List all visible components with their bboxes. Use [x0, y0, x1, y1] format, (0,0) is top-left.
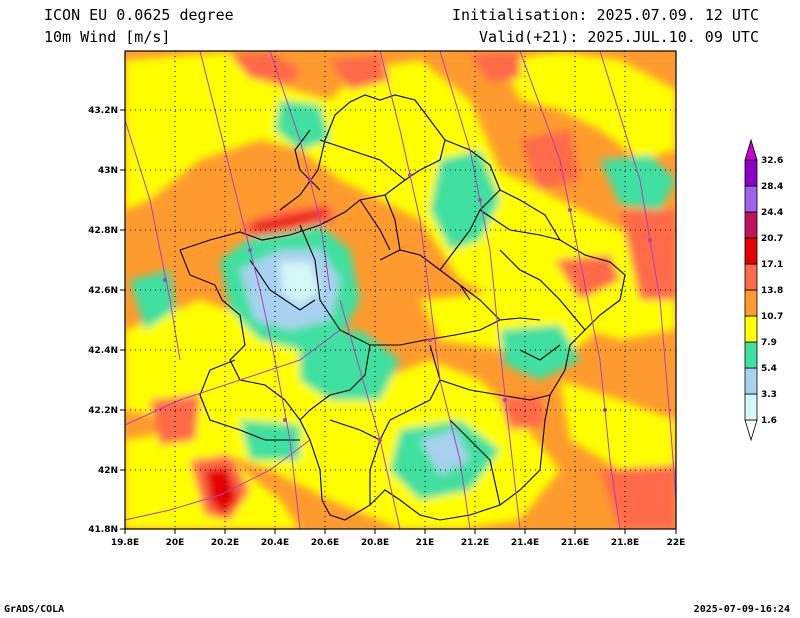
init-time: Initialisation: 2025.07.09. 12 UTC: [451, 6, 759, 24]
colorbar-bin: [744, 315, 758, 343]
lon-tick: 20E: [166, 538, 185, 548]
colorbar-labels: 1.6 3.3 5.4 7.9 10.7 13.8 17.1 20.7 24.4…: [761, 156, 783, 426]
streamline-arrows: [163, 173, 652, 442]
footer-timestamp: 2025-07-09-16:24: [693, 604, 790, 615]
colorbar-bin: [744, 237, 758, 265]
colorbar-bin: [744, 185, 758, 213]
lon-tick-labels: 19.8E 20E 20.2E 20.4E 20.6E 20.8E 21E 21…: [111, 538, 686, 548]
colorbar-bin: [744, 341, 758, 369]
lon-tick: 21E: [416, 538, 435, 548]
colorbar-label: 32.6: [761, 156, 783, 166]
colorbar-bin: [744, 367, 758, 395]
lat-tick: 42.2N: [88, 406, 118, 416]
colorbar-label: 20.7: [761, 234, 783, 244]
axis-ticks: [120, 109, 677, 534]
admin-borders: [179, 94, 626, 521]
colorbar-label: 13.8: [761, 286, 783, 296]
valid-time: Valid(+21): 2025.JUL.10. 09 UTC: [479, 28, 759, 46]
colorbar-label: 24.4: [761, 208, 783, 218]
colorbar-bin: [744, 289, 758, 317]
lon-tick: 21.2E: [461, 538, 489, 548]
lat-tick: 41.8N: [88, 525, 118, 535]
variable-title: 10m Wind [m/s]: [44, 28, 171, 46]
lat-tick: 43.2N: [88, 106, 118, 116]
lat-tick: 42.4N: [88, 346, 118, 356]
colorbar-label: 10.7: [761, 312, 783, 322]
colorbar-max-arrow: [744, 138, 758, 161]
lat-tick: 43N: [98, 166, 118, 176]
lon-tick: 21.4E: [511, 538, 539, 548]
colorbar-bin: [744, 263, 758, 291]
lon-tick: 22E: [667, 538, 686, 548]
colorbar-bin: [744, 393, 758, 421]
lat-tick: 42.8N: [88, 226, 118, 236]
lon-tick: 21.8E: [611, 538, 639, 548]
footer-credit: GrADS/COLA: [4, 604, 65, 615]
lon-tick: 20.6E: [311, 538, 339, 548]
colorbar-label: 28.4: [761, 182, 783, 192]
lat-tick-labels: 41.8N 42N 42.2N 42.4N 42.6N 42.8N 43N 43…: [88, 106, 118, 535]
colorbar-label: 1.6: [761, 416, 777, 426]
colorbar-bin: [744, 211, 758, 239]
colorbar-bin: [744, 159, 758, 187]
lon-tick: 21.6E: [561, 538, 589, 548]
colorbar-label: 3.3: [761, 390, 777, 400]
lat-tick: 42.6N: [88, 286, 118, 296]
model-title: ICON EU 0.0625 degree: [44, 6, 234, 24]
gridlines: [125, 51, 676, 529]
colorbar-label: 17.1: [761, 260, 783, 270]
lon-tick: 20.2E: [211, 538, 239, 548]
lon-tick: 20.8E: [361, 538, 389, 548]
colorbar-min-arrow: [744, 419, 758, 442]
lon-tick: 19.8E: [111, 538, 139, 548]
colorbar-label: 5.4: [761, 364, 777, 374]
lon-tick: 20.4E: [261, 538, 289, 548]
lat-tick: 42N: [98, 466, 118, 476]
colorbar: [744, 138, 758, 442]
colorbar-label: 7.9: [761, 338, 777, 348]
